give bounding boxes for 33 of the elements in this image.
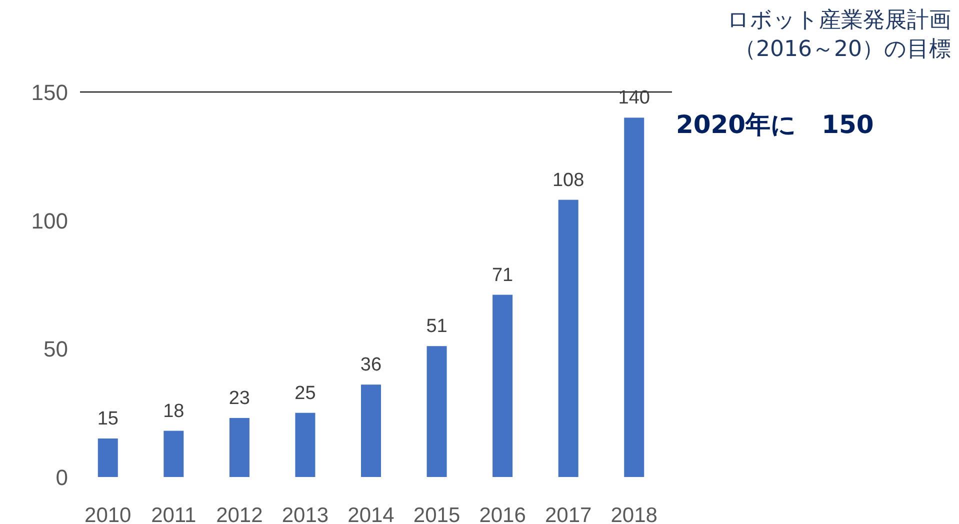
bar — [98, 438, 118, 477]
x-tick-label: 2010 — [84, 504, 132, 524]
x-tick-label: 2012 — [216, 504, 263, 524]
x-tick-label: 2011 — [151, 504, 196, 524]
bar — [164, 430, 184, 477]
data-label: 18 — [163, 400, 184, 422]
text: 2020年に 150 — [676, 109, 874, 141]
bar — [624, 118, 644, 477]
data-label: 71 — [492, 264, 514, 286]
bar — [295, 412, 316, 477]
x-tick-label: 2013 — [282, 504, 329, 524]
data-label: 15 — [97, 408, 118, 430]
ref-line-label: ロボット産業発展計画（2016～20）の目標 — [726, 7, 951, 64]
data-label: 140 — [618, 88, 650, 109]
data-label: 25 — [294, 382, 316, 404]
data-label: 36 — [360, 354, 382, 376]
x-tick-label: 2015 — [413, 504, 460, 524]
x-tick-label: 2017 — [544, 504, 592, 524]
bar — [492, 294, 513, 477]
bar — [229, 418, 250, 477]
x-tick-label: 2016 — [479, 504, 526, 524]
data-label: 108 — [552, 170, 584, 191]
y-tick-label: 50 — [44, 336, 68, 362]
data-label: 51 — [426, 316, 448, 338]
y-tick-label: 150 — [31, 80, 68, 105]
y-tick-label: 100 — [31, 208, 68, 234]
x-tick-label: 2014 — [348, 504, 395, 524]
data-label: 23 — [228, 388, 250, 409]
bar — [361, 384, 381, 477]
x-tick-label: 2018 — [610, 504, 658, 524]
y-tick-label: 0 — [56, 465, 68, 490]
bar — [558, 200, 578, 477]
bar — [426, 346, 447, 477]
